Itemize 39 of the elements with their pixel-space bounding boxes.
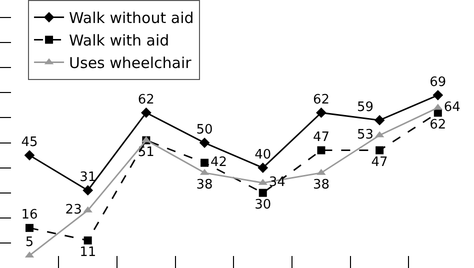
data-label: 47: [371, 155, 388, 170]
data-label: 11: [80, 245, 96, 260]
point: [84, 236, 92, 244]
point: [199, 138, 210, 148]
point: [82, 185, 94, 196]
point: [316, 108, 326, 118]
data-label: 42: [210, 155, 228, 170]
legend-label: Walk with aid: [69, 32, 170, 50]
data-label: 31: [80, 170, 96, 186]
point: [258, 188, 267, 197]
data-label: 62: [138, 92, 154, 108]
point: [140, 108, 152, 118]
legend-label: Uses wheelchair: [69, 54, 192, 72]
data-label: 59: [357, 100, 374, 115]
point: [317, 146, 326, 154]
data-label: 16: [21, 208, 38, 223]
data-label: 69: [430, 74, 446, 90]
data-label: 38: [312, 178, 330, 193]
point: [258, 162, 268, 174]
data-label: 40: [254, 148, 272, 163]
point: [432, 90, 444, 100]
data-label: 34: [268, 175, 286, 190]
data-label: 5: [25, 235, 34, 250]
data-label: 62: [312, 92, 330, 108]
point: [374, 115, 385, 126]
point: [376, 146, 384, 154]
data-label: 38: [196, 178, 213, 193]
data-label: 50: [196, 122, 213, 138]
data-label: 53: [357, 128, 374, 142]
point: [26, 224, 34, 232]
data-label: 64: [444, 100, 460, 115]
data-label: 45: [21, 135, 38, 150]
point: [200, 158, 209, 167]
data-label: 62: [430, 117, 446, 132]
legend-label: Walk without aid: [69, 9, 194, 28]
data-label: 47: [312, 130, 330, 146]
data-label: 30: [254, 198, 272, 213]
data-label: 23: [65, 202, 82, 218]
point: [24, 150, 35, 160]
